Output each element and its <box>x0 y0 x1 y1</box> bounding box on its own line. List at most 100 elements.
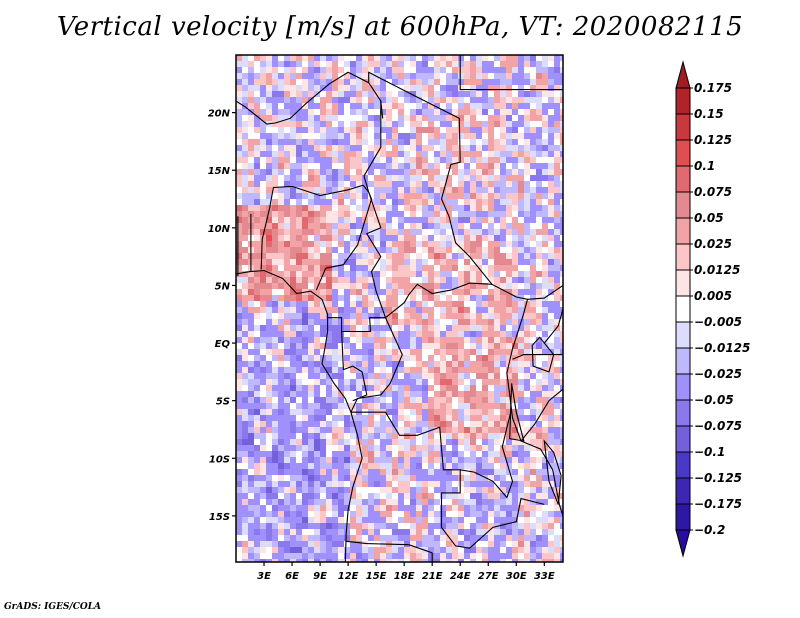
field-cell <box>482 439 489 446</box>
field-cell <box>428 253 435 260</box>
field-cell <box>386 529 393 536</box>
field-cell <box>458 547 465 554</box>
field-cell <box>338 475 345 482</box>
field-cell <box>302 559 309 562</box>
field-cell <box>380 121 387 128</box>
field-cell <box>278 439 285 446</box>
field-cell <box>554 409 561 416</box>
field-cell <box>302 295 309 302</box>
field-cell <box>380 283 387 290</box>
field-cell <box>542 139 549 146</box>
field-cell <box>536 289 543 296</box>
field-cell <box>494 181 501 188</box>
colorbar-label: −0.075 <box>694 419 742 433</box>
field-cell <box>242 373 249 380</box>
field-cell <box>380 271 387 278</box>
field-cell <box>440 415 447 422</box>
field-cell <box>506 445 513 452</box>
field-cell <box>296 481 303 488</box>
field-cell <box>404 181 411 188</box>
field-cell <box>452 229 459 236</box>
field-cell <box>242 475 249 482</box>
field-cell <box>392 451 399 458</box>
field-cell <box>494 91 501 98</box>
field-cell <box>362 223 369 230</box>
colorbar-label: 0.075 <box>694 185 732 199</box>
field-cell <box>302 439 309 446</box>
field-cell <box>392 241 399 248</box>
field-cell <box>338 247 345 254</box>
field-cell <box>434 151 441 158</box>
field-cell <box>446 121 453 128</box>
field-cell <box>482 415 489 422</box>
field-cell <box>380 415 387 422</box>
field-cell <box>368 151 375 158</box>
field-cell <box>242 127 249 134</box>
field-cell <box>482 523 489 530</box>
field-cell <box>506 457 513 464</box>
field-cell <box>332 379 339 386</box>
field-cell <box>242 487 249 494</box>
field-cell <box>326 349 333 356</box>
field-cell <box>428 67 435 74</box>
field-cell <box>332 211 339 218</box>
field-cell <box>512 313 519 320</box>
field-cell <box>260 97 267 104</box>
field-cell <box>254 271 261 278</box>
field-cell <box>302 541 309 548</box>
field-cell <box>260 181 267 188</box>
field-cell <box>386 115 393 122</box>
field-cell <box>320 289 327 296</box>
field-cell <box>248 175 255 182</box>
field-cell <box>242 415 249 422</box>
field-cell <box>326 415 333 422</box>
field-cell <box>506 199 513 206</box>
field-cell <box>338 97 345 104</box>
field-cell <box>326 157 333 164</box>
field-cell <box>542 535 549 542</box>
field-cell <box>434 103 441 110</box>
field-cell <box>392 223 399 230</box>
field-cell <box>404 337 411 344</box>
field-cell <box>488 499 495 506</box>
field-cell <box>344 445 351 452</box>
field-cell <box>314 385 321 392</box>
field-cell <box>542 469 549 476</box>
field-cell <box>404 457 411 464</box>
field-cell <box>374 415 381 422</box>
field-cell <box>350 85 357 92</box>
field-cell <box>248 331 255 338</box>
field-cell <box>548 247 555 254</box>
field-cell <box>446 259 453 266</box>
field-cell <box>404 283 411 290</box>
field-cell <box>296 169 303 176</box>
field-cell <box>398 181 405 188</box>
field-cell <box>308 499 315 506</box>
field-cell <box>470 265 477 272</box>
field-cell <box>260 283 267 290</box>
field-cell <box>524 559 531 562</box>
field-cell <box>332 115 339 122</box>
field-cell <box>518 523 525 530</box>
field-cell <box>452 499 459 506</box>
field-cell <box>236 385 243 392</box>
field-cell <box>380 523 387 530</box>
field-cell <box>536 313 543 320</box>
field-cell <box>476 379 483 386</box>
field-cell <box>278 79 285 86</box>
field-cell <box>248 373 255 380</box>
field-cell <box>422 169 429 176</box>
field-cell <box>470 121 477 128</box>
field-cell <box>494 409 501 416</box>
field-cell <box>428 379 435 386</box>
field-cell <box>464 343 471 350</box>
field-cell <box>410 253 417 260</box>
field-cell <box>398 61 405 68</box>
field-cell <box>452 199 459 206</box>
field-cell <box>308 463 315 470</box>
field-cell <box>560 181 563 188</box>
field-cell <box>242 91 249 98</box>
field-cell <box>506 265 513 272</box>
field-cell <box>416 361 423 368</box>
field-cell <box>554 403 561 410</box>
